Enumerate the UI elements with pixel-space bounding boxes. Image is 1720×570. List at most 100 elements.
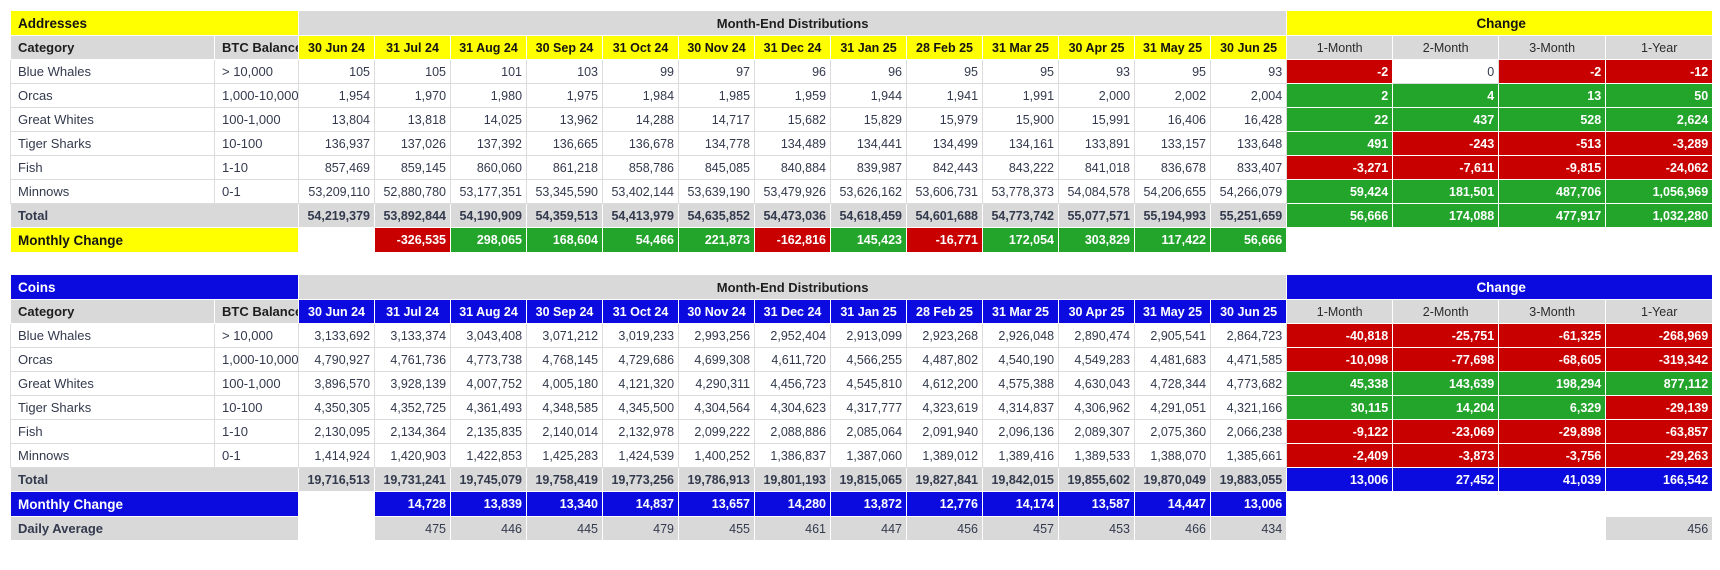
change-cell: -3,271: [1286, 155, 1394, 180]
coins-period-header: 3-Month: [1498, 299, 1607, 324]
value-cell: 4,352,725: [374, 395, 452, 420]
value-cell: 133,157: [1134, 131, 1212, 156]
table-coins: Coins Month-End Distributions Change Catego…: [9, 274, 1714, 541]
category-cell: Tiger Sharks: [10, 131, 215, 156]
value-cell: 4,699,308: [678, 347, 756, 372]
blank-cell: [1286, 227, 1393, 253]
value-cell: 93: [1210, 59, 1288, 84]
value-cell: 134,778: [678, 131, 756, 156]
addresses-month-header: 30 Apr 25: [1058, 35, 1136, 60]
change-cell: 487,706: [1498, 179, 1607, 204]
value-cell: 4,304,623: [754, 395, 832, 420]
value-cell: 3,133,692: [298, 323, 376, 348]
category-cell: Great Whites: [10, 371, 215, 396]
monthly-change-cell: 14,837: [602, 491, 680, 517]
value-cell: 53,402,144: [602, 179, 680, 204]
blank-cell: [1392, 227, 1499, 253]
value-cell: 845,085: [678, 155, 756, 180]
monthly-change-cell: 221,873: [678, 227, 756, 253]
value-cell: 4,350,305: [298, 395, 376, 420]
category-cell: Orcas: [10, 347, 215, 372]
coins-row: Tiger Sharks 10-100 4,350,305 4,352,725 4,36…: [10, 395, 1714, 420]
value-cell: 136,678: [602, 131, 680, 156]
monthly-change-label: Monthly Change: [9, 227, 300, 253]
btc-balance-cell: > 10,000: [213, 323, 300, 348]
value-cell: 4,361,493: [450, 395, 528, 420]
daily-average-cell: 461: [754, 516, 832, 541]
monthly-change-cell: -16,771: [906, 227, 984, 253]
value-cell: 4,790,927: [298, 347, 376, 372]
value-cell: 4,545,810: [830, 371, 908, 396]
table-addresses: Addresses Month-End Distributions Change Ca…: [9, 10, 1714, 253]
daily-average-cell: 447: [830, 516, 908, 541]
total-value-cell: 19,786,913: [678, 467, 756, 492]
total-value-cell: 19,815,065: [830, 467, 908, 492]
monthly-change-cell: 14,447: [1134, 491, 1212, 517]
addresses-monthly-change-row: Monthly Change -326,535 298,065 168,604 54,4…: [9, 227, 1713, 253]
change-cell: 2,624: [1605, 107, 1714, 132]
change-cell: 0: [1392, 59, 1500, 84]
btc-balance-cell: 10-100: [213, 131, 300, 156]
coins-month-header: 31 Jan 25: [830, 299, 908, 324]
value-cell: 2,993,256: [678, 323, 756, 348]
value-cell: 4,566,255: [830, 347, 908, 372]
value-cell: 137,392: [450, 131, 528, 156]
value-cell: 3,928,139: [374, 371, 452, 396]
addresses-month-header: 28 Feb 25: [906, 35, 984, 60]
change-cell: 13: [1498, 83, 1607, 108]
value-cell: 1,941: [906, 83, 984, 108]
change-cell: 528: [1498, 107, 1607, 132]
addresses-period-header: 1-Year: [1605, 35, 1714, 60]
monthly-change-cell: -162,816: [754, 227, 832, 253]
change-cell: -3,756: [1498, 443, 1607, 468]
change-cell: 22: [1286, 107, 1394, 132]
total-value-cell: 54,413,979: [602, 203, 680, 228]
daily-average-cell: 455: [678, 516, 756, 541]
change-cell: 198,294: [1498, 371, 1607, 396]
value-cell: 4,314,837: [982, 395, 1060, 420]
total-value-cell: 54,773,742: [982, 203, 1060, 228]
value-cell: 1,984: [602, 83, 680, 108]
value-cell: 4,768,145: [526, 347, 604, 372]
addresses-month-header: 30 Jun 25: [1210, 35, 1288, 60]
value-cell: 95: [982, 59, 1060, 84]
value-cell: 134,499: [906, 131, 984, 156]
value-cell: 53,778,373: [982, 179, 1060, 204]
monthly-change-cell: 298,065: [450, 227, 528, 253]
value-cell: 1,954: [298, 83, 376, 108]
coins-period-header: 2-Month: [1392, 299, 1500, 324]
value-cell: 833,407: [1210, 155, 1288, 180]
value-cell: 53,345,590: [526, 179, 604, 204]
coins-month-header: 30 Jun 25: [1210, 299, 1288, 324]
change-cell: 30,115: [1286, 395, 1394, 420]
value-cell: 2,085,064: [830, 419, 908, 444]
monthly-change-cell: 14,280: [754, 491, 832, 517]
value-cell: 1,980: [450, 83, 528, 108]
change-cell: 59,424: [1286, 179, 1394, 204]
addresses-row: Fish 1-10 857,469 859,145 860,060 861,218 858,…: [10, 155, 1714, 180]
value-cell: 4,007,752: [450, 371, 528, 396]
value-cell: 137,026: [374, 131, 452, 156]
value-cell: 2,096,136: [982, 419, 1060, 444]
coins-month-header: 31 May 25: [1134, 299, 1212, 324]
btc-balance-cell: 10-100: [213, 395, 300, 420]
addresses-month-header: 31 Dec 24: [754, 35, 832, 60]
daily-average-cell: 457: [982, 516, 1060, 541]
value-cell: 4,005,180: [526, 371, 604, 396]
total-change-cell: 27,452: [1392, 467, 1500, 492]
value-cell: 2,140,014: [526, 419, 604, 444]
value-cell: 2,075,360: [1134, 419, 1212, 444]
value-cell: 4,321,166: [1210, 395, 1288, 420]
change-cell: -2: [1286, 59, 1394, 84]
coins-row: Blue Whales > 10,000 3,133,692 3,133,374 3,0…: [10, 323, 1714, 348]
value-cell: 96: [754, 59, 832, 84]
value-cell: 861,218: [526, 155, 604, 180]
change-cell: -10,098: [1286, 347, 1394, 372]
value-cell: 2,130,095: [298, 419, 376, 444]
change-cell: 6,329: [1498, 395, 1607, 420]
monthly-change-cell: 54,466: [602, 227, 680, 253]
value-cell: 93: [1058, 59, 1136, 84]
value-cell: 4,345,500: [602, 395, 680, 420]
change-cell: -77,698: [1392, 347, 1500, 372]
coins-month-header: 30 Sep 24: [526, 299, 604, 324]
